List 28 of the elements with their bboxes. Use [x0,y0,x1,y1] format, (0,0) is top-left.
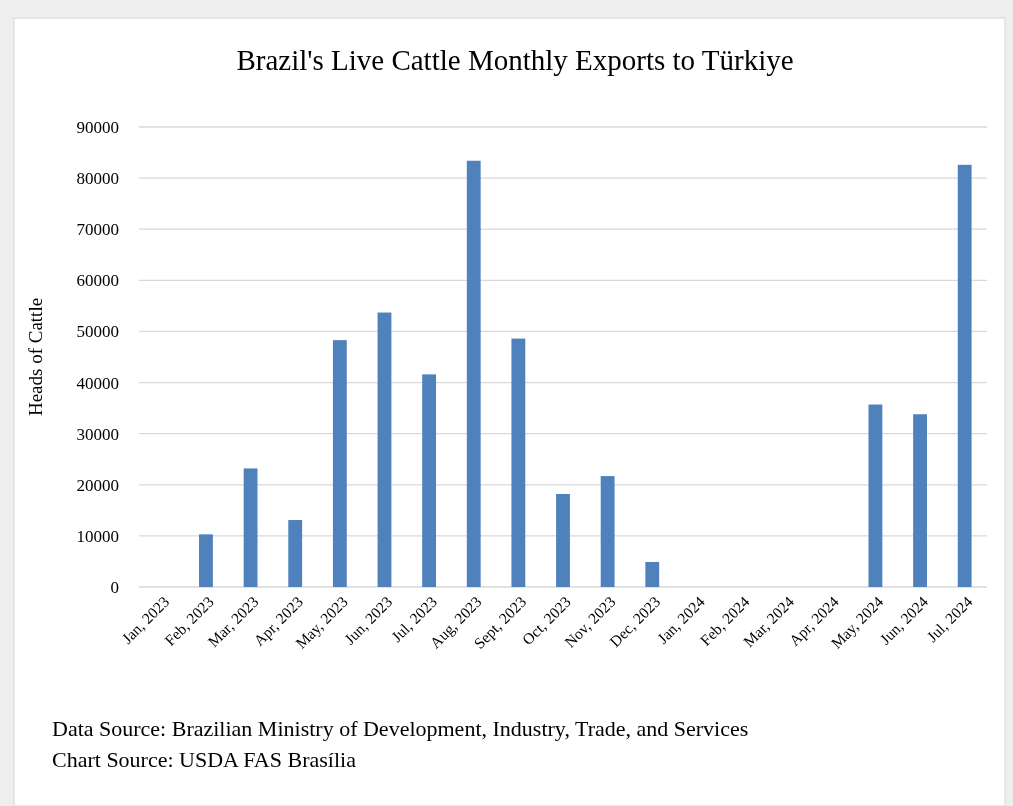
bar [868,404,883,587]
bar [422,374,437,587]
y-tick-label: 0 [110,577,119,597]
bar [511,338,526,587]
source-note: Data Source: Brazilian Ministry of Development, Industry, Trade, and Services [52,716,749,741]
bar [957,164,972,587]
y-tick-label: 40000 [76,373,119,393]
y-tick-label: 80000 [76,169,119,189]
bar [466,160,481,587]
bar [600,476,615,587]
chart-title: Brazil's Live Cattle Monthly Exports to Türkiye [236,44,794,76]
y-tick-label: 60000 [76,271,119,291]
bar [556,493,570,587]
y-tick-label: 30000 [76,424,119,444]
bar [243,468,258,587]
y-tick-label: 10000 [76,526,119,546]
y-axis-title: Heads of Cattle [25,297,46,417]
text: Chart Source: USDA FAS Brasília [52,747,357,772]
bar [645,561,660,587]
bar [199,534,213,587]
y-tick-label: 90000 [76,117,119,137]
y-tick-label: 20000 [76,475,119,495]
y-tick-label: 50000 [76,322,119,342]
bar [288,520,303,587]
bar [913,414,927,587]
y-tick-label: 70000 [76,220,119,240]
bar [377,312,392,587]
bar [332,340,347,587]
